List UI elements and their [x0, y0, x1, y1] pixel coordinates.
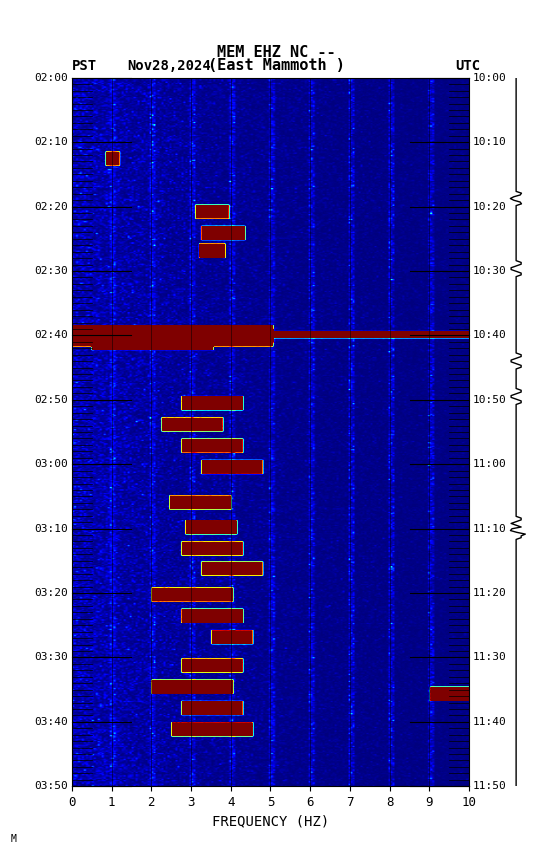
- Text: 11:20: 11:20: [473, 588, 507, 598]
- Text: 10:40: 10:40: [473, 330, 507, 340]
- Text: 02:00: 02:00: [34, 73, 68, 83]
- Text: 11:10: 11:10: [473, 524, 507, 534]
- Text: 02:30: 02:30: [34, 266, 68, 276]
- Text: 10:30: 10:30: [473, 266, 507, 276]
- Text: 02:10: 02:10: [34, 137, 68, 147]
- Text: MEM EHZ NC --: MEM EHZ NC --: [217, 46, 335, 60]
- Text: 11:00: 11:00: [473, 459, 507, 469]
- Text: 10:00: 10:00: [473, 73, 507, 83]
- Text: Nov28,2024: Nov28,2024: [127, 60, 211, 73]
- Text: 11:50: 11:50: [473, 781, 507, 791]
- Text: 10:10: 10:10: [473, 137, 507, 147]
- Text: 03:40: 03:40: [34, 717, 68, 727]
- Text: UTC: UTC: [455, 60, 480, 73]
- Text: (East Mammoth ): (East Mammoth ): [208, 59, 344, 73]
- Text: 03:00: 03:00: [34, 459, 68, 469]
- Text: 10:20: 10:20: [473, 201, 507, 212]
- Text: 02:50: 02:50: [34, 395, 68, 405]
- Text: 11:30: 11:30: [473, 652, 507, 663]
- X-axis label: FREQUENCY (HZ): FREQUENCY (HZ): [212, 815, 329, 829]
- Text: 02:20: 02:20: [34, 201, 68, 212]
- Text: 03:50: 03:50: [34, 781, 68, 791]
- Text: PST: PST: [72, 60, 97, 73]
- Text: 02:40: 02:40: [34, 330, 68, 340]
- Text: 10:50: 10:50: [473, 395, 507, 405]
- Text: 03:30: 03:30: [34, 652, 68, 663]
- Text: M: M: [11, 835, 17, 844]
- Text: 11:40: 11:40: [473, 717, 507, 727]
- Text: 03:20: 03:20: [34, 588, 68, 598]
- Text: 03:10: 03:10: [34, 524, 68, 534]
